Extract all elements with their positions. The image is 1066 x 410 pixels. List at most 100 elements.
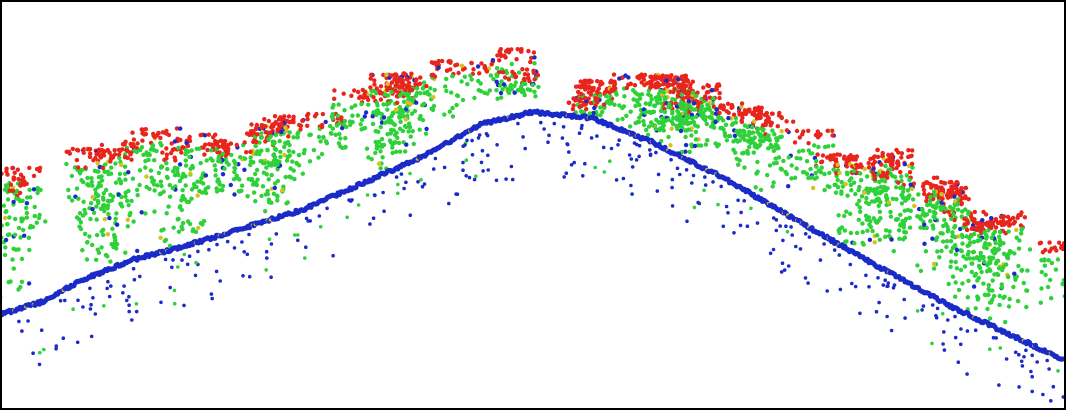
vegetation-point (403, 149, 407, 153)
vegetation-point (451, 114, 455, 118)
canopy-point (470, 61, 474, 65)
below-ground-point (703, 175, 707, 179)
below-ground-point (122, 284, 126, 288)
canopy-point (131, 143, 135, 147)
vegetation-point (665, 89, 669, 93)
vegetation-point (719, 116, 723, 120)
canopy-point (528, 60, 532, 64)
below-ground-point (248, 275, 252, 279)
below-ground-point (778, 224, 782, 228)
vegetation-point (390, 151, 394, 155)
below-ground-point (521, 135, 525, 139)
below-ground-point (132, 267, 136, 271)
vegetation-point (746, 151, 750, 155)
vegetation-point (668, 143, 672, 147)
below-ground-point (722, 225, 726, 229)
vegetation-point (255, 168, 259, 172)
canopy-point (502, 54, 506, 58)
canopy-point (286, 134, 290, 138)
vegetation-point (275, 194, 279, 198)
vegetation-point (420, 103, 424, 107)
vegetation-point (749, 131, 753, 135)
canopy-point (889, 163, 893, 167)
canopy-point (273, 114, 277, 118)
vegetation-point (658, 121, 662, 125)
vegetation-point (99, 207, 103, 211)
canopy-point (994, 218, 998, 222)
canopy-point (299, 124, 303, 128)
vegetation-point (209, 156, 213, 160)
below-ground-point (794, 245, 798, 249)
below-ground-point (106, 280, 110, 284)
vegetation-point (106, 212, 110, 216)
canopy-point (279, 122, 283, 126)
vegetation-point (412, 142, 416, 146)
canopy-point (603, 90, 607, 94)
vegetation-point (809, 175, 813, 179)
canopy-point (101, 149, 105, 153)
below-ground-point (648, 148, 652, 152)
vegetation-point (766, 133, 770, 137)
vegetation-point (255, 178, 259, 182)
vegetation-point (946, 227, 950, 231)
below-ground-point (1017, 385, 1021, 389)
vegetation-point (931, 226, 935, 230)
below-ground-point (331, 254, 335, 258)
below-ground-point (89, 307, 93, 311)
vegetation-point (878, 191, 882, 195)
canopy-point (255, 132, 259, 136)
canopy-point (814, 133, 818, 137)
vegetation-point (691, 90, 695, 94)
canopy-point (17, 177, 21, 181)
vegetation-point (85, 176, 89, 180)
below-ground-point (478, 133, 482, 137)
canopy-point (320, 125, 324, 129)
canopy-point (9, 183, 13, 187)
vegetation-point (1048, 278, 1052, 282)
vegetation-point (114, 246, 118, 250)
vegetation-point (292, 177, 296, 181)
vegetation-point (184, 183, 188, 187)
vegetation-point (925, 226, 929, 230)
below-ground-point (692, 174, 696, 178)
vegetation-point (86, 183, 90, 187)
vegetation-point (94, 204, 98, 208)
vegetation-point (24, 206, 28, 210)
below-ground-point (565, 142, 569, 146)
vegetation-point (997, 247, 1001, 251)
vegetation-point (272, 140, 276, 144)
vegetation-point (286, 155, 290, 159)
canopy-point (648, 80, 652, 84)
canopy-point (507, 77, 511, 81)
vegetation-point (267, 200, 271, 204)
below-ground-point (1024, 349, 1028, 353)
vegetation-point (184, 158, 188, 162)
canopy-point (842, 155, 846, 159)
vegetation-point (689, 133, 693, 137)
canopy-point (11, 189, 15, 193)
vegetation-point (932, 262, 936, 266)
vegetation-point (869, 225, 873, 229)
below-ground-point (942, 330, 946, 334)
canopy-point (826, 129, 830, 133)
canopy-point (352, 88, 356, 92)
vegetation-point (149, 168, 153, 172)
vegetation-point (75, 186, 79, 190)
below-ground-point (934, 314, 938, 318)
vegetation-point (694, 94, 698, 98)
vegetation-point (622, 104, 626, 108)
vegetation-point (924, 212, 928, 216)
vegetation-point (753, 135, 757, 139)
canopy-point (1047, 240, 1051, 244)
vegetation-point (870, 229, 874, 233)
below-ground-point (176, 265, 180, 269)
vegetation-point (152, 209, 156, 213)
canopy-point (531, 69, 535, 73)
vegetation-point (961, 254, 965, 258)
vegetation-point (217, 154, 221, 158)
vegetation-point (941, 224, 945, 228)
vegetation-point (1006, 275, 1010, 279)
canopy-point (10, 166, 14, 170)
below-ground-point (920, 308, 924, 312)
vegetation-point (158, 192, 162, 196)
